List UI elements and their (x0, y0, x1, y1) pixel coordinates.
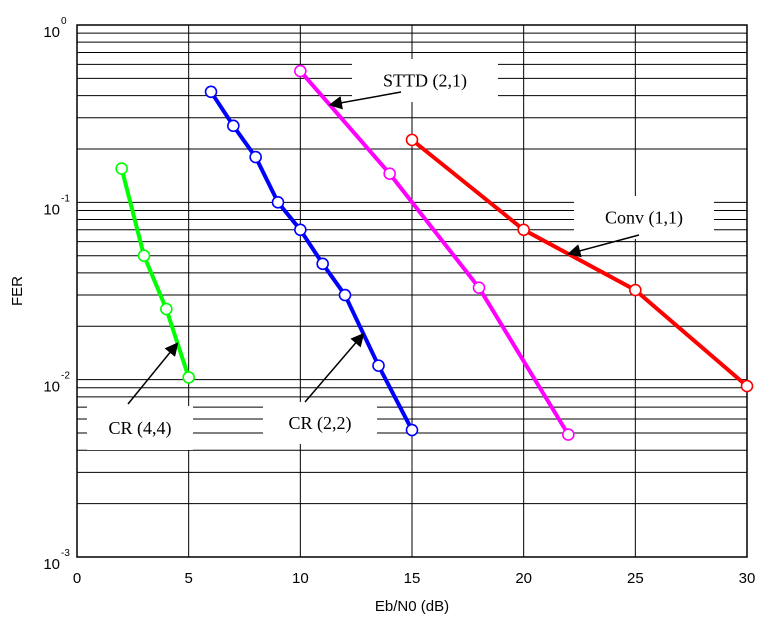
annotation-box (352, 59, 498, 102)
data-point-marker (405, 423, 419, 437)
annotation-box (263, 402, 377, 444)
y-tick-exponent: 0 (61, 16, 67, 27)
series-sttd-2-1 (294, 64, 575, 441)
plot-frame (76, 24, 748, 558)
series-line (298, 69, 571, 436)
annotation-label: CR (2,2) (289, 413, 352, 434)
data-point-marker (740, 379, 754, 393)
x-axis-label: Eb/N0 (dB) (375, 598, 449, 615)
x-tick-label: 15 (404, 570, 421, 587)
data-point-marker (517, 223, 530, 237)
data-point-marker (271, 196, 285, 209)
x-tick-labels: 0 5 10 15 20 25 30 (73, 570, 756, 587)
data-point-marker (405, 133, 419, 147)
data-point-marker (562, 428, 575, 441)
y-tick-label: 10 (43, 556, 60, 573)
x-tick-label: 0 (73, 570, 81, 587)
x-tick-label: 25 (627, 570, 644, 587)
annotation-conv-1-1: Conv (1,1) (567, 196, 714, 258)
annotation-label: CR (4,4) (109, 418, 172, 439)
data-point-marker (115, 162, 128, 175)
annotation-label: Conv (1,1) (605, 208, 683, 229)
annotation-box (574, 196, 714, 239)
data-point-marker (227, 119, 240, 133)
data-point-marker (472, 281, 486, 295)
annotation-label: STTD (2,1) (383, 71, 467, 92)
data-point-marker (372, 359, 385, 372)
data-point-marker (249, 150, 262, 164)
annotation-arrow (567, 234, 640, 258)
series-layer (115, 64, 754, 441)
x-tick-label: 5 (184, 570, 192, 587)
annotation-arrow (304, 332, 365, 403)
x-tick-label: 10 (292, 570, 309, 587)
data-point-marker (294, 223, 307, 237)
grid-lines (77, 25, 747, 557)
data-point-marker (160, 302, 173, 316)
series-conv-1-1 (405, 133, 754, 393)
annotation-sttd-2-1: STTD (2,1) (328, 59, 498, 110)
data-point-marker (137, 249, 151, 263)
data-point-marker (182, 371, 195, 384)
annotation-box (87, 406, 193, 450)
y-tick-label: 10 (43, 24, 60, 41)
annotation-arrow (127, 342, 179, 405)
series-cr-2-2 (204, 85, 419, 437)
x-tick-label: 30 (739, 570, 756, 587)
x-tick-label: 20 (515, 570, 532, 587)
y-tick-exponent: -3 (61, 548, 70, 559)
y-tick-exponent: -2 (61, 371, 70, 382)
y-axis-label: FER (9, 276, 26, 306)
annotations: CR (4,4) CR (2,2) STTD (2,1) Conv (1,1) (87, 59, 714, 450)
y-tick-exponent: -1 (61, 193, 70, 204)
annotation-cr-4-4: CR (4,4) (87, 342, 193, 450)
data-point-marker (383, 167, 396, 181)
data-point-marker (294, 64, 307, 78)
y-tick-label: 10 (43, 379, 60, 396)
series-line (410, 138, 749, 388)
y-tick-label: 10 (43, 201, 60, 218)
data-point-marker (204, 85, 218, 99)
data-point-marker (338, 288, 352, 302)
annotation-cr-2-2: CR (2,2) (263, 332, 377, 444)
annotation-arrow (328, 91, 402, 110)
data-point-marker (629, 283, 642, 297)
data-point-marker (316, 257, 329, 271)
